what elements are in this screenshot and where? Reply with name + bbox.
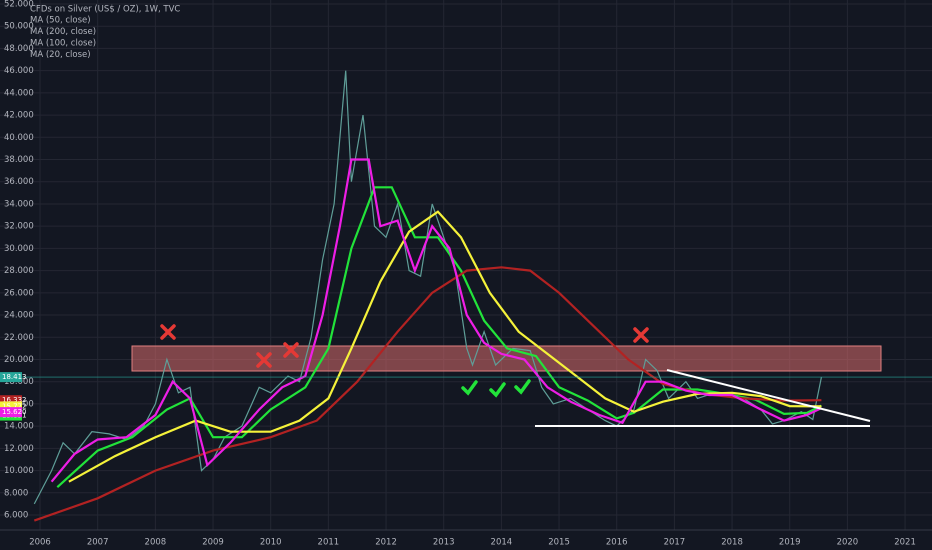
trend-line [666, 369, 871, 422]
x-tick-label: 2020 [837, 538, 859, 548]
line-series [50, 158, 822, 483]
resistance-zone [131, 345, 882, 372]
y-tick-label: 26.000 [4, 288, 34, 298]
x-axis-band [0, 530, 932, 550]
y-tick-label: 36.000 [4, 177, 34, 187]
x-marks [160, 324, 649, 368]
y-tick-label: 18.000 [4, 377, 34, 387]
x-tick-label: 2019 [779, 538, 801, 548]
chart-title: CFDs on Silver (US$ / OZ), 1W, TVC [30, 5, 180, 15]
line-series [33, 70, 822, 505]
y-tick-label: 38.000 [4, 155, 34, 165]
x-tick-label: 2006 [29, 538, 51, 548]
price-tag-label: 18.413 [2, 373, 27, 381]
y-tick-label: 44.000 [4, 88, 34, 98]
line-series [56, 186, 822, 489]
y-tick-label: 6.000 [4, 511, 28, 521]
x-tick-label: 2009 [202, 538, 224, 548]
y-tick-label: 34.000 [4, 199, 34, 209]
y-tick-label: 30.000 [4, 244, 34, 254]
x-tick-label: 2016 [606, 538, 628, 548]
x-tick-label: 2007 [87, 538, 109, 548]
legend-entry: MA (200, close) [30, 27, 96, 37]
y-tick-label: 48.000 [4, 44, 34, 54]
y-tick-label: 52.000 [4, 0, 34, 9]
x-tick-label: 2013 [433, 538, 455, 548]
legend-entry: MA (50, close) [30, 16, 91, 26]
x-tick-label: 2008 [145, 538, 167, 548]
price-tag [0, 395, 22, 406]
y-tick-label: 10.000 [4, 466, 34, 476]
price-tag [0, 401, 22, 412]
legend-entry: MA (100, close) [30, 39, 96, 49]
x-tick-label: 2017 [664, 538, 686, 548]
y-tick-label: 22.000 [4, 333, 34, 343]
x-tick-label: 2010 [260, 538, 282, 548]
y-tick-label: 20.000 [4, 355, 34, 365]
x-tick-label: 2015 [548, 538, 570, 548]
x-tick-label: 2012 [375, 538, 397, 548]
y-tick-label: 24.000 [4, 311, 34, 321]
y-tick-label: 42.000 [4, 111, 34, 121]
legend-entry: MA (20, close) [30, 50, 91, 60]
y-tick-label: 28.000 [4, 266, 34, 276]
labels: 6.0008.00010.00012.00014.00016.00018.000… [0, 0, 916, 548]
y-tick-label: 32.000 [4, 222, 34, 232]
price-tag-label: 16.332 [2, 396, 27, 404]
x-tick-label: 2014 [491, 538, 513, 548]
y-tick-label: 40.000 [4, 133, 34, 143]
price-tag [0, 372, 22, 383]
y-tick-label: 14.000 [4, 422, 34, 432]
price-tag-label: 15.620 [2, 408, 27, 416]
x-tick-label: 2021 [894, 538, 916, 548]
price-tag [0, 407, 22, 418]
x-tick-label: 2011 [318, 538, 340, 548]
plot [0, 70, 932, 522]
y-tick-label: 46.000 [4, 66, 34, 76]
x-tick-label: 2018 [721, 538, 743, 548]
check-marks [461, 379, 531, 398]
y-tick-label: 8.000 [4, 488, 28, 498]
price-tag-label: 15.772 [2, 402, 27, 410]
y-tick-label: 12.000 [4, 444, 34, 454]
y-tick-label: 50.000 [4, 22, 34, 32]
